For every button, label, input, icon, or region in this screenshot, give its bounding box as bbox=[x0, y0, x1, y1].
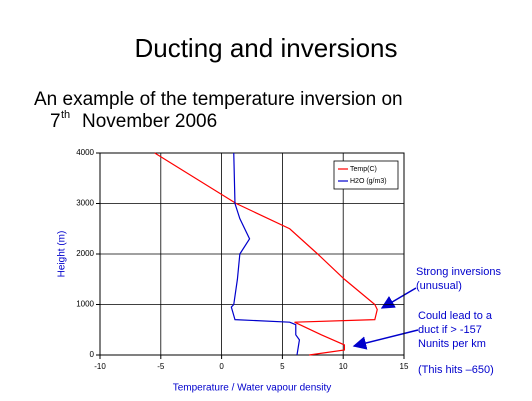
x-tick-label: -5 bbox=[157, 362, 165, 371]
x-tick-label: 5 bbox=[280, 362, 285, 371]
annotation: duct if > -157 bbox=[418, 324, 482, 336]
y-tick-label: 4000 bbox=[76, 148, 94, 157]
annotation: Strong inversions bbox=[416, 266, 501, 278]
subtitle-suffix: th bbox=[61, 109, 70, 121]
x-tick-label: -10 bbox=[94, 362, 106, 371]
subtitle-rest: November 2006 bbox=[82, 111, 217, 132]
annotation: Nunits per km bbox=[418, 338, 486, 350]
annotation: (This hits –650) bbox=[418, 364, 494, 376]
slide-title: Ducting and inversions bbox=[134, 33, 397, 63]
plot-border bbox=[99, 152, 405, 356]
x-tick-label: 15 bbox=[400, 362, 409, 371]
arrow bbox=[380, 287, 417, 309]
data-line bbox=[154, 152, 378, 356]
y-axis-label: Height (m) bbox=[57, 231, 68, 278]
subtitle-line: An example of the temperature inversion … bbox=[34, 89, 403, 110]
y-tick-label: 3000 bbox=[76, 199, 94, 208]
annotation: Could lead to a bbox=[418, 310, 493, 322]
x-axis-label: Temperature / Water vapour density bbox=[173, 383, 332, 394]
annotation: (unusual) bbox=[416, 280, 462, 292]
legend-label: H2O (g/m3) bbox=[350, 178, 387, 185]
legend-label: Temp(C) bbox=[350, 166, 377, 173]
x-tick-label: 10 bbox=[339, 362, 348, 371]
y-tick-label: 1000 bbox=[76, 300, 94, 309]
legend-box bbox=[333, 160, 399, 190]
y-tick-label: 2000 bbox=[76, 249, 94, 258]
arrow bbox=[352, 329, 419, 350]
subtitle-day: 7 bbox=[50, 111, 61, 132]
data-line bbox=[230, 152, 301, 356]
y-tick-label: 0 bbox=[90, 350, 95, 359]
x-tick-label: 0 bbox=[219, 362, 224, 371]
